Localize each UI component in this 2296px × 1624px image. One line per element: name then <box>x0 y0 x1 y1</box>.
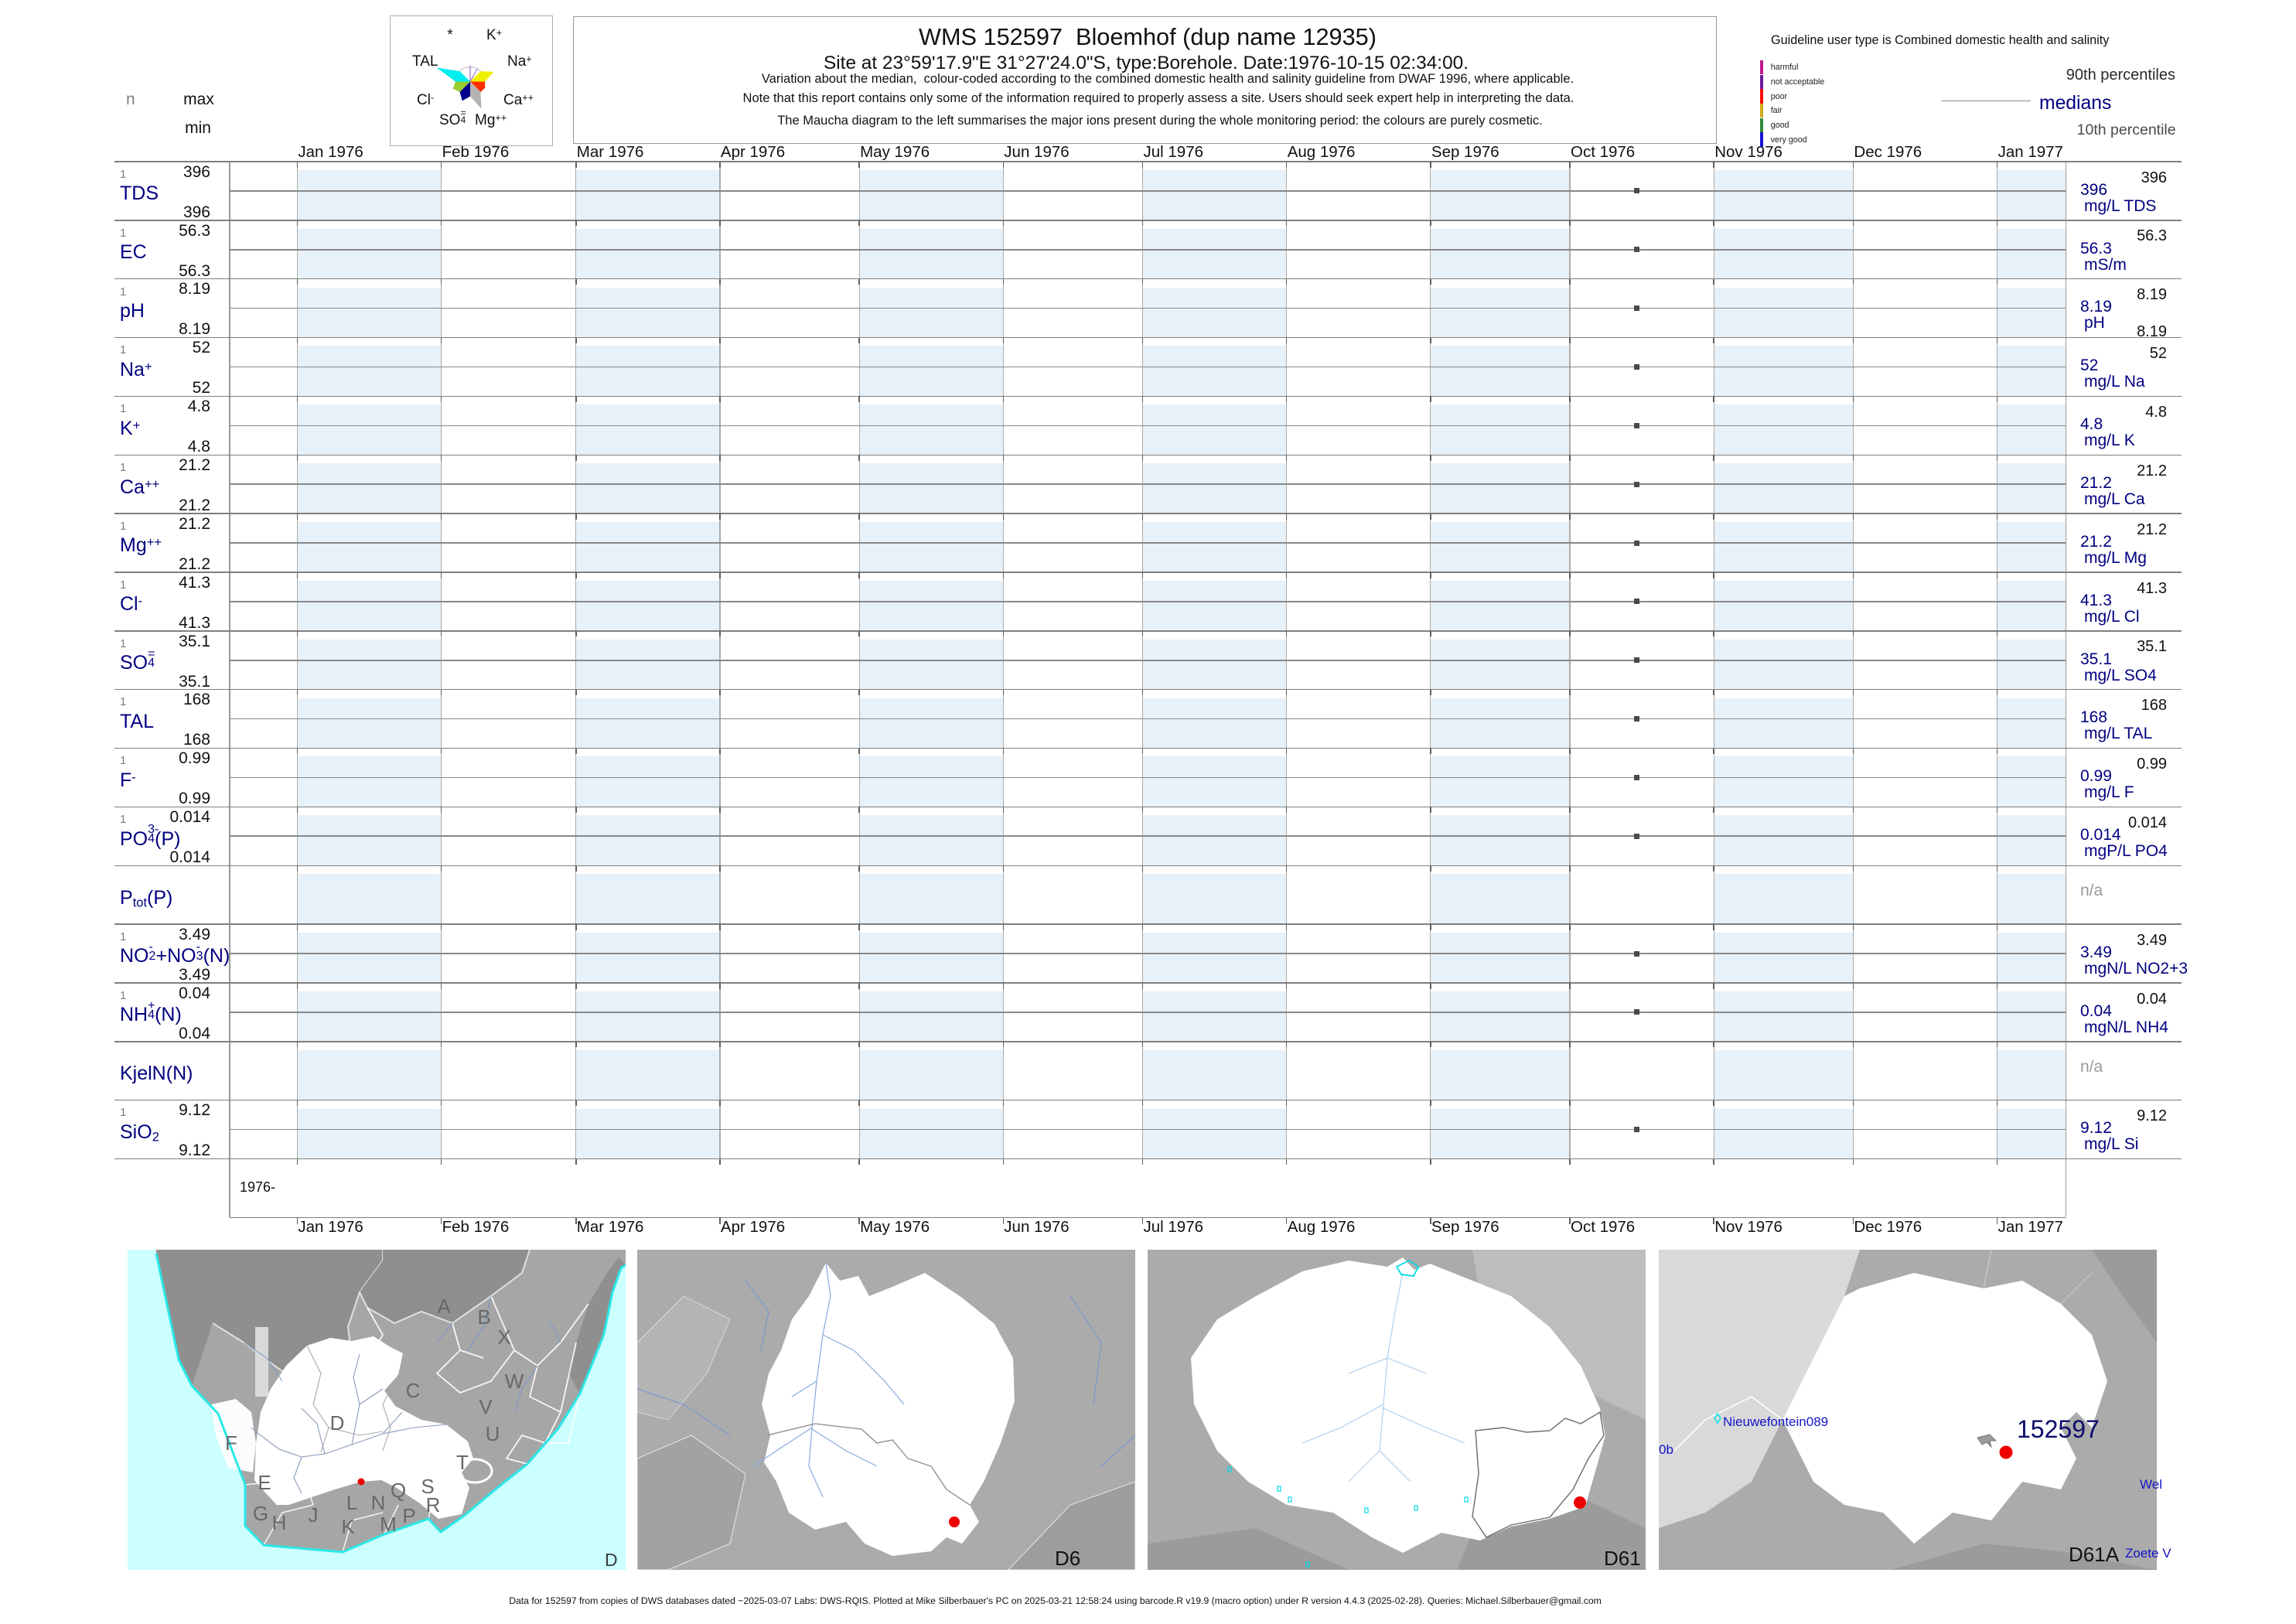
svg-text:D6: D6 <box>1055 1547 1080 1570</box>
svg-text:D61: D61 <box>1604 1547 1641 1570</box>
svg-text:D: D <box>605 1550 618 1570</box>
svg-text:D61A: D61A <box>2069 1543 2120 1566</box>
